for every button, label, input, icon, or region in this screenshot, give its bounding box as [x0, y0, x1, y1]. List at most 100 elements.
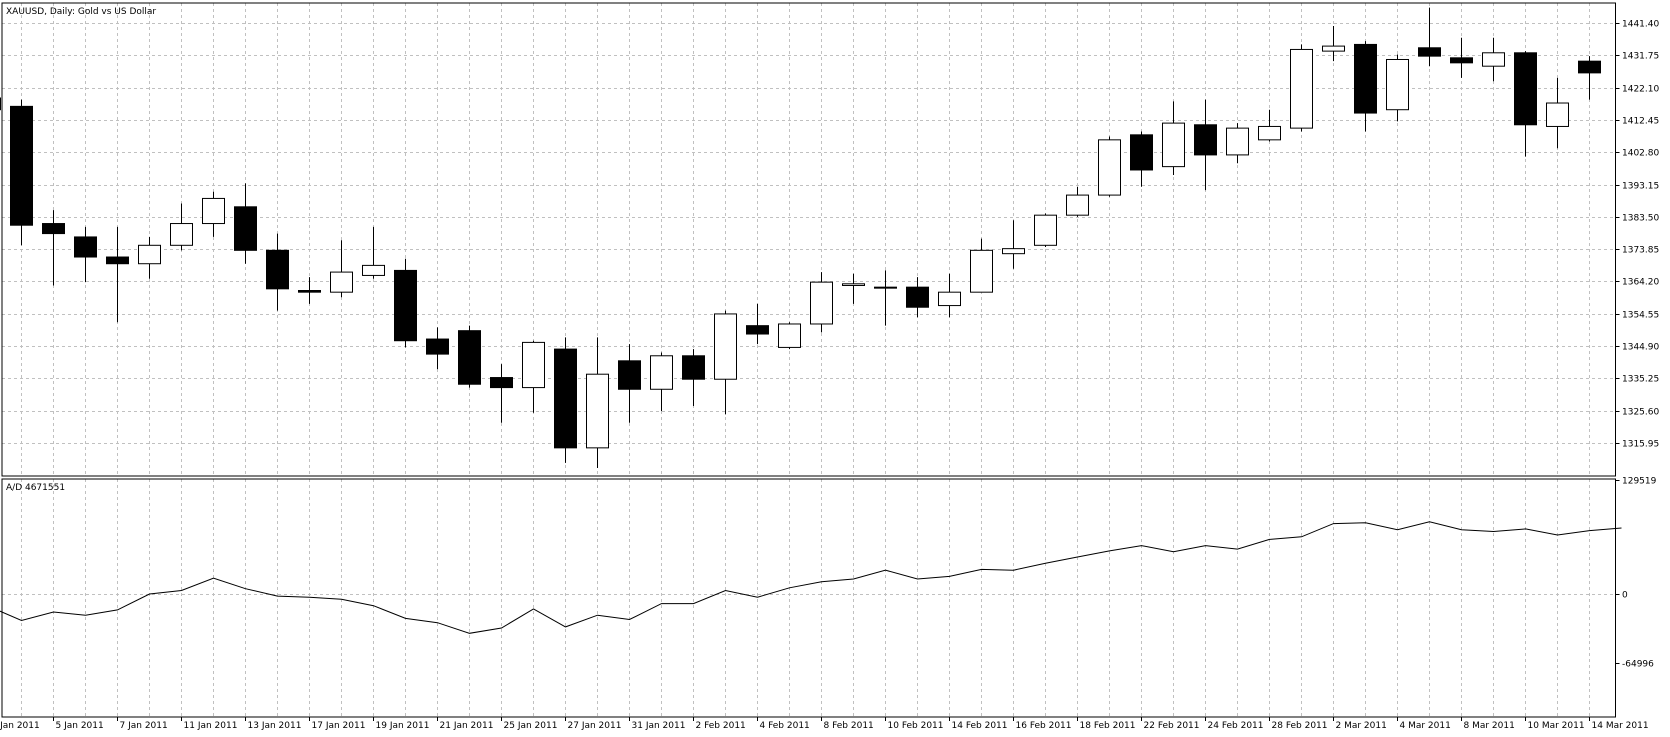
candle-body-bear[interactable] [490, 377, 513, 389]
ad-indicator-label: A/D 4671551 [6, 483, 65, 493]
price-tick-label: 1325.60 [1622, 408, 1659, 418]
price-tick-label: 1412.45 [1622, 117, 1659, 127]
date-tick-label: 8 Mar 2011 [1464, 721, 1515, 731]
candle-body-bull[interactable] [1162, 122, 1185, 168]
date-tick-label: 21 Jan 2011 [440, 721, 494, 731]
candle-body-bull[interactable] [874, 286, 897, 289]
candle-body-bull[interactable] [1482, 52, 1505, 67]
price-tick-label: 1441.40 [1622, 20, 1659, 30]
candle-body-bear[interactable] [1514, 52, 1537, 126]
candle-body-bull[interactable] [362, 264, 385, 276]
price-tick-label: 1402.80 [1622, 149, 1659, 159]
candle-body-bull[interactable] [522, 341, 545, 389]
indicator-panel-frame [1, 478, 1616, 718]
candle-body-bear[interactable] [554, 348, 577, 449]
candle-body-bear[interactable] [106, 256, 129, 265]
price-tick-label: 1422.10 [1622, 85, 1659, 95]
ad-tick-label: -64996 [1622, 660, 1654, 670]
date-tick-label: 4 Feb 2011 [760, 721, 810, 731]
price-tick-label: 1373.85 [1622, 246, 1659, 256]
candle-body-bear[interactable] [746, 325, 769, 335]
candle-body-bull[interactable] [1546, 102, 1569, 127]
candle-body-bear[interactable] [906, 286, 929, 308]
candle-body-bull[interactable] [1386, 58, 1409, 111]
date-tick-label: 11 Jan 2011 [184, 721, 238, 731]
candle-body-bull[interactable] [1098, 139, 1121, 196]
candle-body-bear[interactable] [74, 236, 97, 258]
date-tick-label: 31 Jan 2011 [632, 721, 686, 731]
candle-body-bear[interactable] [1578, 60, 1601, 74]
candle-body-bear[interactable] [426, 338, 449, 355]
candle-body-bear[interactable] [394, 269, 417, 342]
candle-body-bear[interactable] [10, 105, 33, 226]
candle-body-bull[interactable] [330, 271, 353, 293]
candle-body-bull[interactable] [810, 281, 833, 325]
date-tick-label: 8 Feb 2011 [824, 721, 874, 731]
candle-body-bear[interactable] [234, 206, 257, 251]
main-panel-frame [1, 2, 1616, 477]
price-tick-label: 1315.95 [1622, 440, 1659, 450]
candle-body-bull[interactable] [0, 97, 1, 111]
chart-frame [1, 2, 1616, 718]
candle-body-bull[interactable] [1290, 48, 1313, 129]
candle-body-bear[interactable] [1194, 124, 1217, 156]
date-tick-label: 14 Feb 2011 [952, 721, 1008, 731]
candle-body-bull[interactable] [586, 373, 609, 449]
price-tick-label: 1383.50 [1622, 214, 1659, 224]
candle-body-bear[interactable] [1450, 57, 1473, 64]
candle-body-bull[interactable] [970, 249, 993, 293]
candle-body-bear[interactable] [458, 330, 481, 385]
candle-body-bull[interactable] [1226, 127, 1249, 156]
candle-body-bull[interactable] [1322, 45, 1345, 52]
candle-body-bear[interactable] [1418, 47, 1441, 57]
ad-tick-label: 129519 [1622, 477, 1657, 487]
date-tick-label: 14 Mar 2011 [1592, 721, 1649, 731]
date-tick-label: 17 Jan 2011 [312, 721, 366, 731]
candle-body-bull[interactable] [1258, 125, 1281, 141]
date-tick-label: 28 Feb 2011 [1272, 721, 1328, 731]
date-tick-label: 18 Feb 2011 [1080, 721, 1136, 731]
candle-body-bear[interactable] [42, 223, 65, 235]
date-tick-label: 10 Mar 2011 [1528, 721, 1585, 731]
candle-body-bull[interactable] [778, 323, 801, 348]
date-tick-label: 3 Jan 2011 [0, 721, 40, 731]
date-tick-label: 4 Mar 2011 [1400, 721, 1451, 731]
candle-body-bull[interactable] [650, 355, 673, 390]
candle-body-bull[interactable] [1002, 248, 1025, 255]
date-tick-label: 27 Jan 2011 [568, 721, 622, 731]
price-tick-label: 1344.90 [1622, 343, 1659, 353]
candle-body-bull[interactable] [1034, 214, 1057, 246]
candle-body-bull[interactable] [202, 197, 225, 225]
candle-body-bull[interactable] [842, 283, 865, 286]
candle-body-bear[interactable] [1130, 134, 1153, 171]
candle-body-bear[interactable] [618, 360, 641, 390]
date-tick-label: 22 Feb 2011 [1144, 721, 1200, 731]
date-tick-label: 24 Feb 2011 [1208, 721, 1264, 731]
price-tick-label: 1364.20 [1622, 278, 1659, 288]
price-tick-label: 1431.75 [1622, 52, 1659, 62]
date-tick-label: 19 Jan 2011 [376, 721, 430, 731]
grid [2, 3, 1616, 717]
chart-title: XAUUSD, Daily: Gold vs US Dollar [6, 7, 156, 17]
ad-line [0, 521, 1622, 634]
date-tick-label: 7 Jan 2011 [120, 721, 168, 731]
candle-body-bull[interactable] [1066, 194, 1089, 216]
candle-body-bull[interactable] [714, 313, 737, 380]
candle-body-bull[interactable] [170, 223, 193, 246]
ad-indicator [0, 521, 1622, 634]
candle-body-bear[interactable] [682, 355, 705, 380]
price-candles[interactable] [0, 7, 1601, 468]
candle-body-bear[interactable] [298, 290, 321, 293]
candle-body-bear[interactable] [1354, 43, 1377, 114]
date-tick-label: 5 Jan 2011 [56, 721, 104, 731]
date-tick-label: 16 Feb 2011 [1016, 721, 1072, 731]
date-tick-label: 2 Feb 2011 [696, 721, 746, 731]
candle-body-bull[interactable] [138, 244, 161, 265]
axis-labels: 1441.40 1431.75 1422.10 1412.45 1402.80 1393.… [0, 20, 1659, 732]
candle-body-bear[interactable] [266, 249, 289, 290]
price-tick-label: 1354.55 [1622, 311, 1659, 321]
date-tick-label: 13 Jan 2011 [248, 721, 302, 731]
candle-body-bull[interactable] [938, 291, 961, 307]
